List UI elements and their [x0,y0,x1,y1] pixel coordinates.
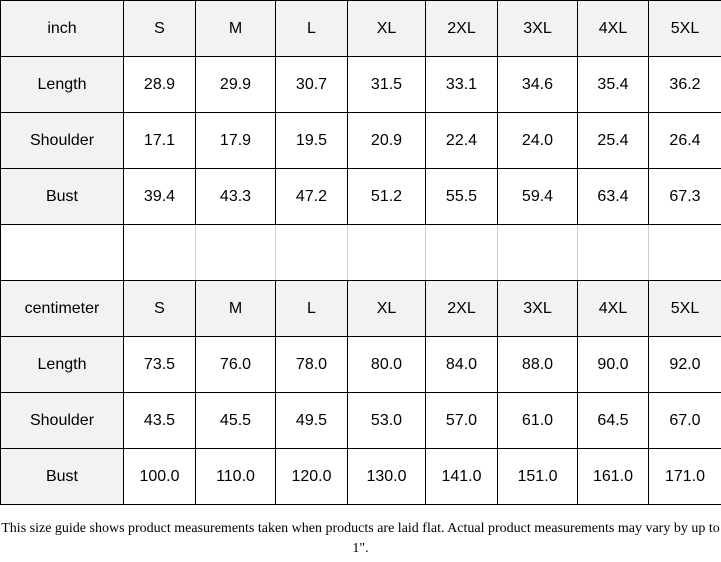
spacer-row [0,224,721,281]
measurement-value: 49.5 [275,392,348,449]
empty-cell [425,224,498,281]
measurement-value: 100.0 [123,448,196,505]
empty-cell [648,224,721,281]
measurement-value: 67.3 [648,168,721,225]
size-header: L [275,0,348,57]
empty-cell [497,224,578,281]
size-header: 4XL [577,0,649,57]
measurement-value: 61.0 [497,392,578,449]
size-header: 5XL [648,0,721,57]
measurement-value: 47.2 [275,168,348,225]
table-row: Bust 100.0 110.0 120.0 130.0 141.0 151.0 161.0 1… [0,448,721,505]
table-row: Bust 39.4 43.3 47.2 51.2 55.5 59.4 63.4 67.3 [0,168,721,225]
table-row: Length 73.5 76.0 78.0 80.0 84.0 88.0 90.0 92.0 [0,336,721,393]
empty-cell [275,224,348,281]
measurement-value: 57.0 [425,392,498,449]
size-header: L [275,280,348,337]
measurement-value: 22.4 [425,112,498,169]
measurement-value: 36.2 [648,56,721,113]
measurement-value: 73.5 [123,336,196,393]
measurement-value: 51.2 [347,168,426,225]
measurement-label: Length [0,336,124,393]
measurement-value: 92.0 [648,336,721,393]
measurement-value: 151.0 [497,448,578,505]
measurement-value: 80.0 [347,336,426,393]
measurement-value: 34.6 [497,56,578,113]
measurement-label: Bust [0,168,124,225]
measurement-value: 171.0 [648,448,721,505]
measurement-label: Length [0,56,124,113]
measurement-value: 55.5 [425,168,498,225]
table-row: Length 28.9 29.9 30.7 31.5 33.1 34.6 35.4 36.2 [0,56,721,113]
measurement-label: Shoulder [0,392,124,449]
size-header: M [195,0,276,57]
measurement-value: 161.0 [577,448,649,505]
measurement-value: 45.5 [195,392,276,449]
measurement-value: 78.0 [275,336,348,393]
measurement-value: 17.1 [123,112,196,169]
measurement-value: 24.0 [497,112,578,169]
measurement-value: 43.5 [123,392,196,449]
size-header: S [123,280,196,337]
empty-cell [195,224,276,281]
measurement-value: 59.4 [497,168,578,225]
measurement-value: 110.0 [195,448,276,505]
empty-cell [0,224,124,281]
measurement-label: Shoulder [0,112,124,169]
cm_table-header-row: centimeter S M L XL 2XL 3XL 4XL 5XL [0,280,721,337]
measurement-value: 33.1 [425,56,498,113]
size-header: 4XL [577,280,649,337]
size-header: 2XL [425,280,498,337]
measurement-value: 64.5 [577,392,649,449]
size-header: S [123,0,196,57]
measurement-value: 25.4 [577,112,649,169]
size-header: M [195,280,276,337]
measurement-value: 30.7 [275,56,348,113]
measurement-value: 35.4 [577,56,649,113]
inch_table-header-row: inch S M L XL 2XL 3XL 4XL 5XL [0,0,721,57]
measurement-value: 76.0 [195,336,276,393]
measurement-value: 88.0 [497,336,578,393]
size-header: 3XL [497,280,578,337]
empty-cell [577,224,649,281]
size-chart-table: inch S M L XL 2XL 3XL 4XL 5XL Length 28.9 29.9 30.7 3… [0,0,721,505]
measurement-value: 26.4 [648,112,721,169]
unit-label: inch [0,0,124,57]
measurement-value: 20.9 [347,112,426,169]
measurement-value: 28.9 [123,56,196,113]
table-row: Shoulder 43.5 45.5 49.5 53.0 57.0 61.0 64.5 67.0 [0,392,721,449]
table-row: Shoulder 17.1 17.9 19.5 20.9 22.4 24.0 25.4 26.4 [0,112,721,169]
measurement-value: 67.0 [648,392,721,449]
measurement-value: 19.5 [275,112,348,169]
measurement-value: 17.9 [195,112,276,169]
measurement-value: 84.0 [425,336,498,393]
measurement-value: 63.4 [577,168,649,225]
unit-label: centimeter [0,280,124,337]
measurement-value: 53.0 [347,392,426,449]
measurement-value: 39.4 [123,168,196,225]
measurement-value: 29.9 [195,56,276,113]
measurement-value: 43.3 [195,168,276,225]
empty-cell [347,224,426,281]
size-header: 5XL [648,280,721,337]
measurement-value: 90.0 [577,336,649,393]
measurement-value: 31.5 [347,56,426,113]
empty-cell [123,224,196,281]
size-header: XL [347,0,426,57]
size-header: XL [347,280,426,337]
size-guide-note: This size guide shows product measuremen… [1,521,720,556]
size-header: 3XL [497,0,578,57]
size-header: 2XL [425,0,498,57]
measurement-value: 141.0 [425,448,498,505]
measurement-value: 130.0 [347,448,426,505]
measurement-value: 120.0 [275,448,348,505]
measurement-label: Bust [0,448,124,505]
